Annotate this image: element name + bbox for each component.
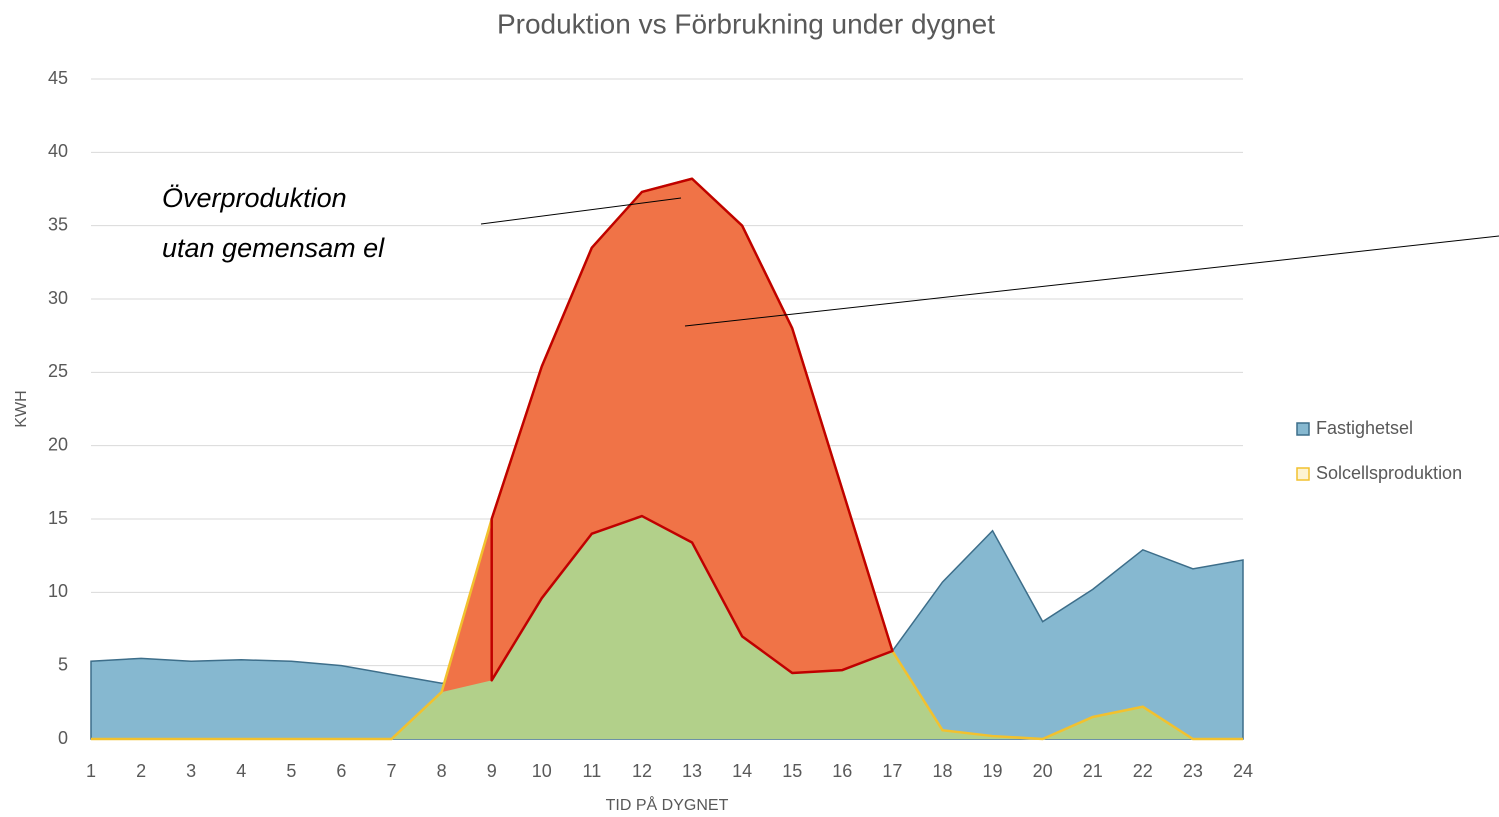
y-tick-label: 15 xyxy=(48,508,68,528)
x-tick-label: 6 xyxy=(336,761,346,781)
x-tick-label: 22 xyxy=(1133,761,1153,781)
x-tick-label: 3 xyxy=(186,761,196,781)
x-tick-label: 11 xyxy=(583,761,602,781)
y-tick-label: 20 xyxy=(48,434,68,454)
x-axis-title: TID PÅ DYGNET xyxy=(606,795,729,814)
x-tick-label: 12 xyxy=(632,761,652,781)
x-tick-label: 9 xyxy=(487,761,497,781)
y-tick-label: 45 xyxy=(48,68,68,88)
x-tick-label: 4 xyxy=(236,761,246,781)
x-tick-label: 1 xyxy=(86,761,96,781)
legend-swatch xyxy=(1296,422,1310,436)
x-tick-label: 23 xyxy=(1183,761,1203,781)
x-tick-label: 21 xyxy=(1083,761,1103,781)
legend-label: Solcellsproduktion xyxy=(1316,463,1462,483)
overlap-area xyxy=(91,516,1243,739)
annotation: utan gemensam el xyxy=(162,233,385,263)
x-tick-label: 5 xyxy=(286,761,296,781)
x-tick-label: 15 xyxy=(782,761,802,781)
x-tick-label: 19 xyxy=(983,761,1003,781)
x-tick-label: 20 xyxy=(1033,761,1053,781)
annotation-line xyxy=(684,235,1499,327)
overproduction-outline xyxy=(490,177,894,682)
annotation-line xyxy=(480,197,682,225)
legend-label: Fastighetsel xyxy=(1316,418,1413,438)
chart-title: Produktion vs Förbrukning under dygnet xyxy=(497,8,995,39)
y-tick-label: 10 xyxy=(48,581,68,601)
x-tick-label: 7 xyxy=(387,761,397,781)
area xyxy=(91,178,1243,739)
x-tick-label: 24 xyxy=(1233,761,1253,781)
x-tick-label: 8 xyxy=(437,761,447,781)
x-tick-label: 18 xyxy=(932,761,952,781)
x-tick-label: 10 xyxy=(532,761,552,781)
y-tick-label: 35 xyxy=(48,214,68,234)
x-tick-label: 17 xyxy=(882,761,902,781)
x-tick-label: 13 xyxy=(682,761,702,781)
y-tick-label: 40 xyxy=(48,141,68,161)
y-axis-title: KWH xyxy=(13,390,30,427)
y-tick-label: 30 xyxy=(48,288,68,308)
x-tick-label: 14 xyxy=(732,761,752,781)
x-tick-label: 16 xyxy=(832,761,852,781)
x-tick-label: 2 xyxy=(136,761,146,781)
y-tick-label: 25 xyxy=(48,361,68,381)
legend-swatch xyxy=(1296,467,1310,481)
y-tick-label: 5 xyxy=(58,654,68,674)
y-tick-label: 0 xyxy=(58,728,68,748)
annotation: Överproduktion xyxy=(162,183,347,213)
